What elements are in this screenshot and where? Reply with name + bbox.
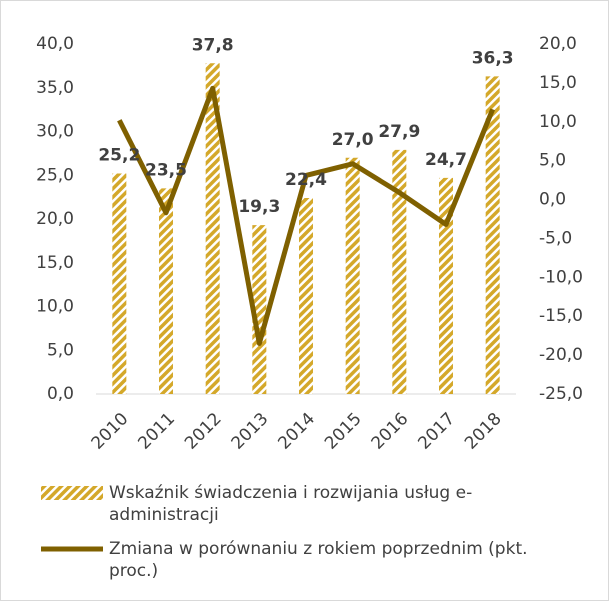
data-label: 24,7 bbox=[425, 150, 467, 170]
data-label: 23,5 bbox=[145, 160, 187, 180]
data-label: 22,4 bbox=[285, 170, 327, 190]
bar bbox=[439, 177, 453, 394]
legend-entry: Wskaźnik świadczenia i rozwijania usług … bbox=[109, 483, 473, 525]
y2-tick-label: -5,0 bbox=[539, 228, 572, 248]
y-tick-label: 25,0 bbox=[36, 165, 74, 185]
legend-entry: Zmiana w porównaniu z rokiem poprzednim … bbox=[109, 539, 528, 581]
data-label: 36,3 bbox=[472, 48, 514, 68]
y2-tick-label: 0,0 bbox=[539, 190, 566, 210]
y2-tick-label: -10,0 bbox=[539, 267, 583, 287]
bar bbox=[485, 76, 500, 394]
legend-swatch-bar bbox=[41, 486, 103, 500]
y-tick-label: 15,0 bbox=[36, 253, 74, 273]
y2-tick-label: -25,0 bbox=[539, 384, 583, 404]
x-tick-label: 2011 bbox=[134, 409, 179, 454]
x-tick-label: 2012 bbox=[181, 409, 226, 454]
x-tick-label: 2017 bbox=[414, 409, 459, 454]
bar bbox=[345, 157, 360, 394]
y-tick-label: 40,0 bbox=[36, 34, 74, 54]
x-tick-label: 2010 bbox=[88, 409, 133, 454]
y-tick-label: 30,0 bbox=[36, 122, 74, 142]
y2-tick-label: 20,0 bbox=[539, 34, 577, 54]
y2-tick-label: -15,0 bbox=[539, 306, 583, 326]
x-tick-label: 2018 bbox=[461, 409, 506, 454]
data-label: 27,0 bbox=[332, 130, 374, 150]
y-tick-label: 35,0 bbox=[36, 78, 74, 98]
x-tick-label: 2015 bbox=[321, 409, 366, 454]
data-label: 27,9 bbox=[378, 122, 420, 142]
line bbox=[117, 85, 495, 346]
y-tick-label: 5,0 bbox=[47, 340, 74, 360]
x-tick-label: 2014 bbox=[274, 409, 319, 454]
bar bbox=[299, 198, 313, 394]
y2-tick-label: 15,0 bbox=[539, 73, 577, 93]
bar bbox=[205, 63, 220, 394]
x-tick-label: 2013 bbox=[228, 409, 273, 454]
data-label: 37,8 bbox=[192, 35, 234, 55]
data-label: 25,2 bbox=[98, 146, 140, 166]
bar bbox=[252, 225, 267, 394]
data-label: 19,3 bbox=[238, 197, 280, 217]
y2-tick-label: -20,0 bbox=[539, 345, 583, 365]
y2-tick-label: 5,0 bbox=[539, 151, 566, 171]
y2-tick-label: 10,0 bbox=[539, 112, 577, 132]
y-tick-label: 20,0 bbox=[36, 209, 74, 229]
bar bbox=[112, 173, 127, 394]
bar bbox=[392, 149, 407, 394]
y-tick-label: 10,0 bbox=[36, 297, 74, 317]
x-tick-label: 2016 bbox=[368, 409, 413, 454]
y-tick-label: 0,0 bbox=[47, 384, 74, 404]
bar bbox=[159, 188, 173, 394]
